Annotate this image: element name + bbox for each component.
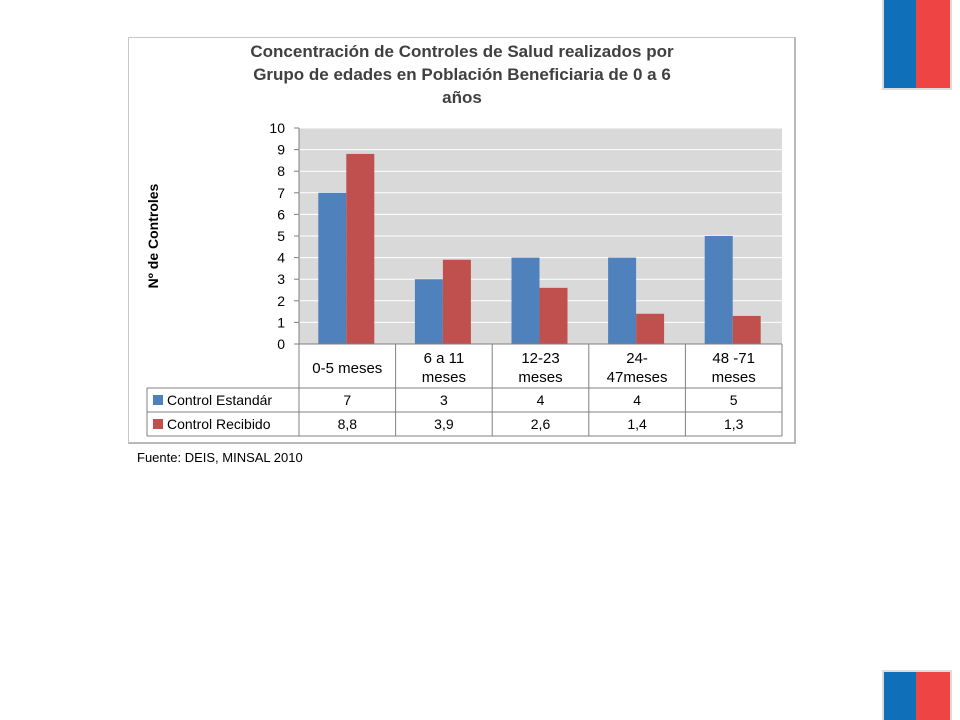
data-table-value: 3 — [440, 392, 448, 408]
data-table-value: 8,8 — [338, 416, 358, 432]
legend-label: Control Recibido — [167, 416, 271, 432]
chart-title-line: Concentración de Controles de Salud real… — [250, 42, 674, 61]
data-table-value: 3,9 — [434, 416, 454, 432]
y-tick-label: 0 — [277, 336, 285, 352]
bar — [636, 313, 665, 344]
y-tick-label: 5 — [277, 228, 285, 244]
y-axis-label: Nº de Controles — [145, 183, 161, 288]
data-table-value: 2,6 — [531, 416, 551, 432]
flag-logo-top — [884, 0, 950, 88]
x-category-label: 24- — [626, 350, 648, 367]
data-table-value: 7 — [343, 392, 351, 408]
bar — [608, 257, 637, 344]
data-table-value: 1,3 — [724, 416, 744, 432]
data-table-value: 5 — [730, 392, 738, 408]
x-category-label: 47meses — [607, 369, 668, 386]
bar — [539, 287, 568, 344]
y-tick-label: 6 — [277, 206, 285, 222]
x-category-label: 12-23 — [521, 350, 559, 367]
flag-blue-stripe — [884, 0, 916, 88]
x-category-label: 6 a 11 — [424, 350, 465, 367]
legend-label: Control Estandár — [167, 392, 272, 408]
source-note: Fuente: DEIS, MINSAL 2010 — [137, 450, 303, 465]
y-tick-label: 10 — [269, 120, 285, 136]
legend-key — [153, 395, 163, 405]
bar — [346, 153, 375, 344]
bar — [704, 236, 733, 344]
flag-blue-stripe — [884, 672, 916, 720]
bar — [414, 279, 443, 344]
y-tick-label: 7 — [277, 185, 285, 201]
x-category-label: meses — [518, 369, 562, 386]
chart-title-line: años — [442, 88, 482, 107]
x-category-label: 0-5 meses — [312, 360, 382, 377]
bar — [511, 257, 540, 344]
bar-chart: Concentración de Controles de Salud real… — [145, 42, 783, 437]
flag-red-stripe — [916, 672, 950, 720]
flag-logo-bottom — [884, 672, 950, 720]
data-table-value: 1,4 — [627, 416, 647, 432]
y-tick-label: 4 — [277, 250, 285, 266]
data-table-value: 4 — [537, 392, 545, 408]
legend-key — [153, 419, 163, 429]
x-category-label: 48 -71 — [712, 350, 755, 367]
y-tick-label: 9 — [277, 142, 285, 158]
bar — [732, 315, 761, 344]
bar — [442, 259, 471, 344]
y-tick-label: 1 — [277, 314, 285, 330]
x-category-label: meses — [422, 369, 466, 386]
y-tick-label: 2 — [277, 293, 285, 309]
bar — [318, 192, 347, 344]
flag-red-stripe — [916, 0, 950, 88]
chart-frame: Concentración de Controles de Salud real… — [128, 37, 796, 444]
chart-title-line: Grupo de edades en Población Beneficiari… — [253, 65, 671, 84]
y-tick-label: 3 — [277, 271, 285, 287]
x-category-label: meses — [712, 369, 756, 386]
data-table-value: 4 — [633, 392, 641, 408]
y-tick-label: 8 — [277, 163, 285, 179]
